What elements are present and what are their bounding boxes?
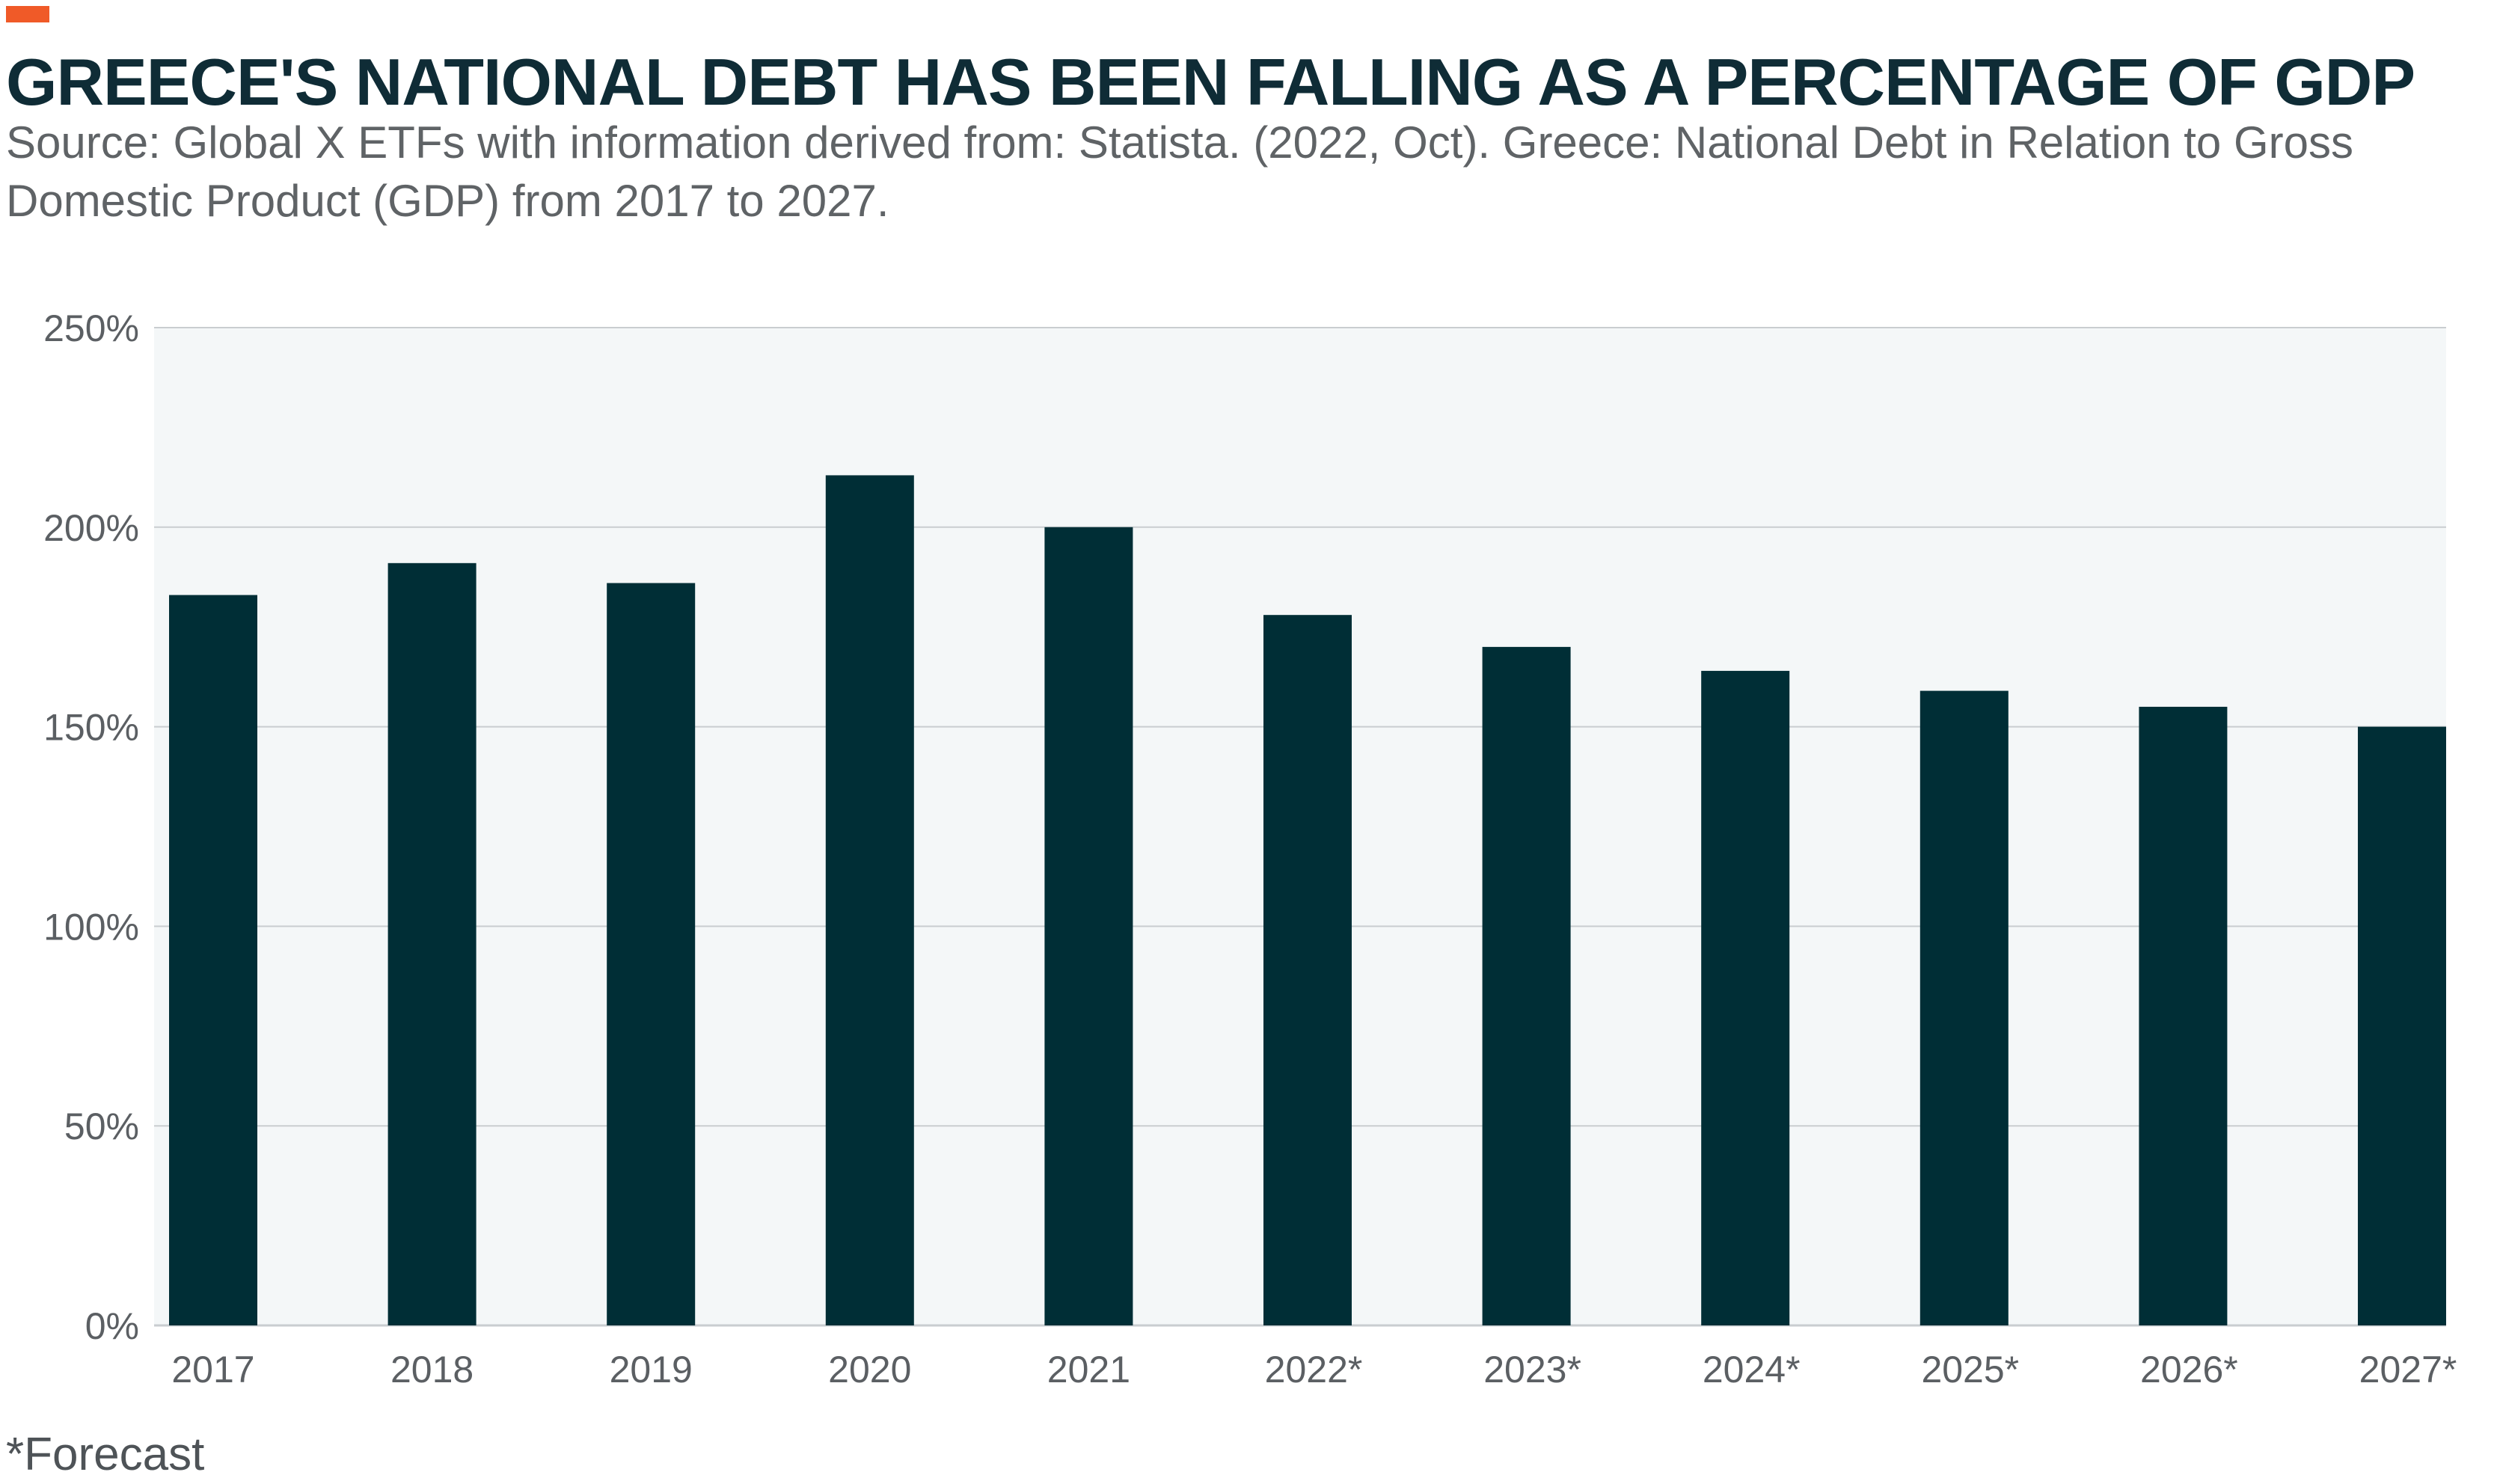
x-tick-label: 2020 [828,1349,911,1391]
chart-source-subtitle: Source: Global X ETFs with information d… [6,117,2353,226]
x-tick-label: 2021 [1047,1349,1130,1391]
y-tick-label: 250% [43,307,139,349]
y-tick-label: 150% [43,707,139,749]
x-tick-label: 2023* [1483,1349,1581,1391]
bar [1263,615,1352,1325]
bar [1919,690,2009,1325]
forecast-footnote: *Forecast [6,1429,205,1480]
bar [387,562,477,1325]
bar [1044,527,1133,1325]
y-tick-label: 50% [64,1106,139,1147]
y-axis-ticks: 0% 50% 100% 150% 200% 250% [43,307,139,1347]
x-tick-label: 2022* [1265,1349,1363,1391]
y-tick-label: 0% [85,1305,139,1347]
x-tick-label: 2018 [390,1349,474,1391]
x-tick-label: 2027* [2359,1349,2457,1391]
x-tick-label: 2017 [171,1349,254,1391]
x-tick-label: 2025* [1921,1349,2019,1391]
x-tick-label: 2019 [610,1349,693,1391]
bar [607,583,696,1325]
chart-title: GREECE'S NATIONAL DEBT HAS BEEN FALLING … [6,45,2415,119]
bars [169,475,2446,1325]
bar [2139,706,2228,1325]
accent-bar [6,6,49,22]
y-tick-label: 200% [43,507,139,549]
x-tick-label: 2026* [2140,1349,2238,1391]
x-tick-label: 2024* [1703,1349,1801,1391]
bar [825,475,914,1325]
y-tick-label: 100% [43,906,139,948]
bar [169,595,257,1325]
bar [2358,726,2446,1325]
x-axis-ticks: 2017 2018 2019 2020 2021 2022* 2023* 2024* 2025*… [171,1349,2457,1391]
bar [1701,670,1790,1325]
bar [1482,646,1571,1325]
